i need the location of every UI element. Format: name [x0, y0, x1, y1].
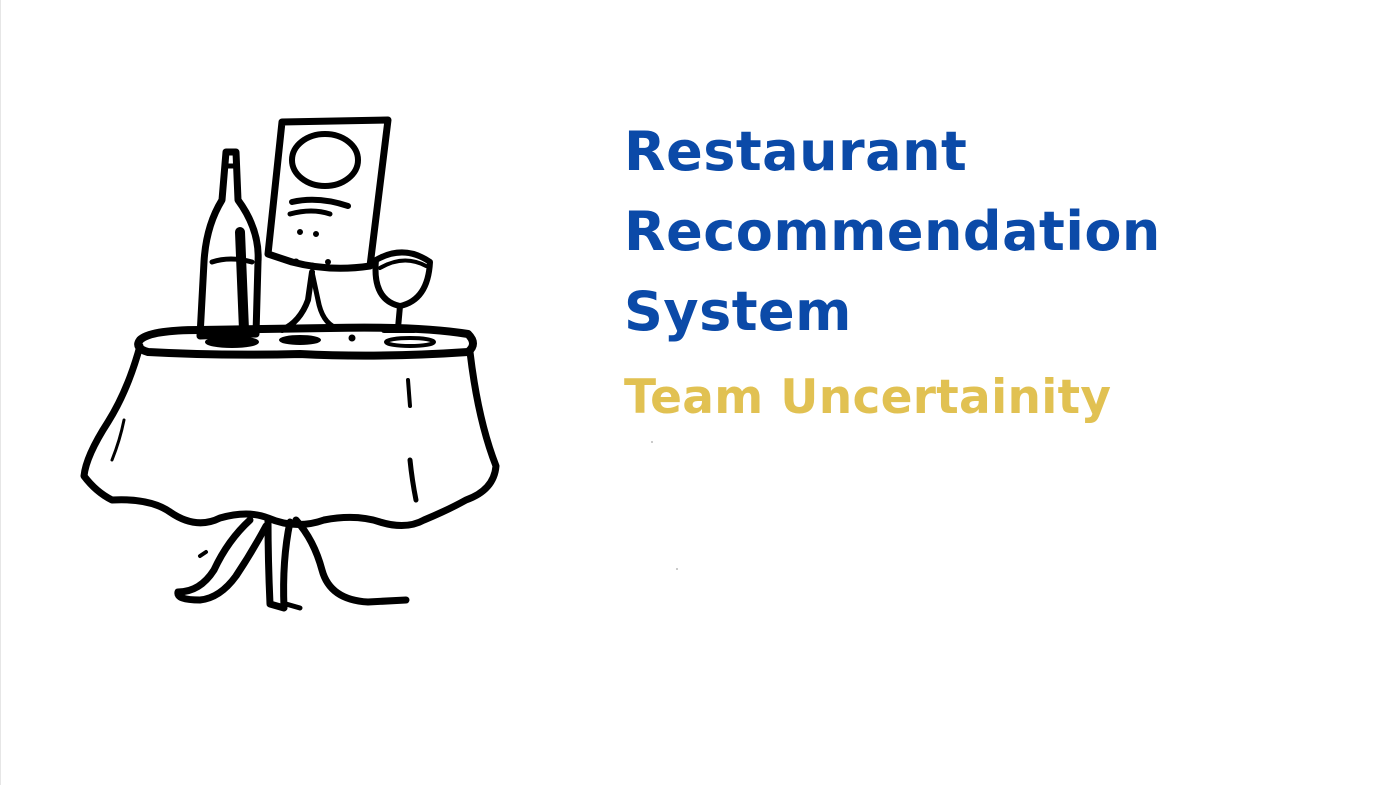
slide-edge	[0, 0, 1, 785]
menu-card-outline	[268, 120, 388, 268]
wine-bottle-outline	[200, 152, 258, 336]
presentation-title: Restaurant Recommendation System	[624, 112, 1364, 352]
restaurant-table-icon	[70, 110, 510, 620]
title-line-1: Restaurant	[624, 112, 1364, 192]
title-line-2: Recommendation	[624, 192, 1364, 272]
table-base-outline	[178, 520, 266, 600]
menu-card-plate	[292, 134, 358, 186]
speck	[676, 568, 678, 570]
speck	[651, 441, 653, 443]
team-name: Team Uncertainity	[624, 366, 1111, 430]
tablecloth-outline	[84, 346, 496, 526]
title-line-3: System	[624, 272, 1364, 352]
